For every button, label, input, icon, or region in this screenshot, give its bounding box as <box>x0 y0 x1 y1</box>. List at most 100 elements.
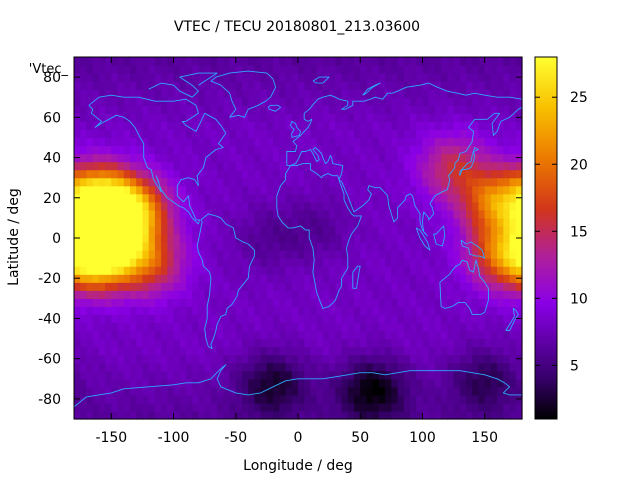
heatmap-cell <box>447 354 455 364</box>
heatmap-cell <box>136 129 144 139</box>
heatmap-cell <box>447 322 455 332</box>
heatmap-cell <box>123 217 131 227</box>
heatmap-cell <box>186 137 193 147</box>
heatmap-cell <box>434 274 442 283</box>
heatmap-cell <box>266 201 274 211</box>
heatmap-cell <box>130 242 137 251</box>
heatmap-cell <box>273 161 280 171</box>
heatmap-cell <box>347 169 355 179</box>
heatmap-cell <box>335 209 343 219</box>
heatmap-cell <box>223 378 231 388</box>
heatmap-cell <box>378 306 386 316</box>
heatmap-cell <box>285 169 293 179</box>
heatmap-cell <box>509 169 517 179</box>
heatmap-cell <box>298 386 305 396</box>
heatmap-cell <box>111 177 119 187</box>
heatmap-cell <box>497 306 504 316</box>
heatmap-cell <box>254 266 262 275</box>
heatmap-cell <box>92 129 100 139</box>
heatmap-cell <box>148 402 156 412</box>
heatmap-cell <box>92 193 100 203</box>
heatmap-cell <box>260 65 268 74</box>
heatmap-cell <box>105 105 112 114</box>
heatmap-cell <box>92 338 100 348</box>
heatmap-cell <box>161 298 168 307</box>
heatmap-cell <box>123 266 131 275</box>
heatmap-cell <box>130 354 137 364</box>
heatmap-cell <box>447 153 455 163</box>
heatmap-cell <box>466 233 473 243</box>
heatmap-cell <box>260 145 268 155</box>
heatmap-cell <box>235 217 243 227</box>
heatmap-cell <box>223 129 231 139</box>
heatmap-cell <box>484 73 492 82</box>
heatmap-cell <box>80 161 88 171</box>
heatmap-cell <box>378 282 386 291</box>
heatmap-cell <box>466 298 473 307</box>
heatmap-cell <box>441 410 448 420</box>
heatmap-cell <box>198 89 206 98</box>
heatmap-cell <box>279 362 287 372</box>
heatmap-cell <box>298 394 305 404</box>
heatmap-cell <box>428 193 436 203</box>
x-axis: -150 -100 -50 0 50 100 150 <box>95 57 498 446</box>
heatmap-cell <box>391 370 399 380</box>
heatmap-cell <box>291 362 299 372</box>
heatmap-cell <box>298 338 305 348</box>
colorbar-tick-label: 25 <box>570 90 588 106</box>
heatmap-cell <box>86 322 94 332</box>
heatmap-cell <box>217 378 224 388</box>
heatmap-cell <box>273 394 280 404</box>
heatmap-cell <box>403 362 411 372</box>
heatmap-cell <box>123 362 131 372</box>
heatmap-cell <box>316 354 324 364</box>
heatmap-cell <box>403 282 411 291</box>
heatmap-cell <box>360 274 368 283</box>
heatmap-cell <box>428 258 436 267</box>
heatmap-cell <box>422 161 430 171</box>
heatmap-cell <box>161 177 168 187</box>
heatmap-cell <box>136 57 144 66</box>
heatmap-cell <box>105 89 112 98</box>
heatmap-cell <box>136 386 144 396</box>
heatmap-cell <box>217 193 224 203</box>
heatmap-cell <box>154 386 162 396</box>
heatmap-cell <box>161 121 168 130</box>
heatmap-cell <box>391 57 399 66</box>
heatmap-cell <box>179 314 187 324</box>
heatmap-cell <box>210 402 218 412</box>
heatmap-cell <box>416 330 424 340</box>
heatmap-cell <box>434 113 442 122</box>
heatmap-cell <box>161 185 168 195</box>
x-tick-label: 0 <box>294 430 303 446</box>
heatmap-cell <box>391 242 399 251</box>
heatmap-cell <box>360 378 368 388</box>
heatmap-cell <box>92 314 100 324</box>
heatmap-cell <box>329 217 336 227</box>
heatmap-cell <box>441 193 448 203</box>
heatmap-cell <box>117 145 125 155</box>
heatmap-cell <box>459 201 467 211</box>
heatmap-cell <box>335 274 343 283</box>
heatmap-cell <box>441 258 448 267</box>
heatmap-cell <box>123 113 131 122</box>
heatmap-cell <box>441 330 448 340</box>
heatmap-cell <box>173 282 181 291</box>
heatmap-cell <box>254 338 262 348</box>
heatmap-cell <box>497 73 504 82</box>
heatmap-cell <box>453 65 461 74</box>
heatmap-cell <box>304 402 312 412</box>
heatmap-cell <box>80 97 88 106</box>
heatmap-cell <box>391 89 399 98</box>
heatmap-cell <box>142 105 150 114</box>
heatmap-cell <box>478 298 486 307</box>
heatmap-cell <box>173 290 181 299</box>
heatmap-cell <box>136 185 144 195</box>
heatmap-cell <box>242 113 249 122</box>
heatmap-cell <box>503 410 511 420</box>
heatmap-cell <box>192 386 200 396</box>
heatmap-cell <box>242 346 249 356</box>
heatmap-cell <box>192 201 200 211</box>
heatmap-cell <box>497 185 504 195</box>
heatmap-cell <box>447 346 455 356</box>
